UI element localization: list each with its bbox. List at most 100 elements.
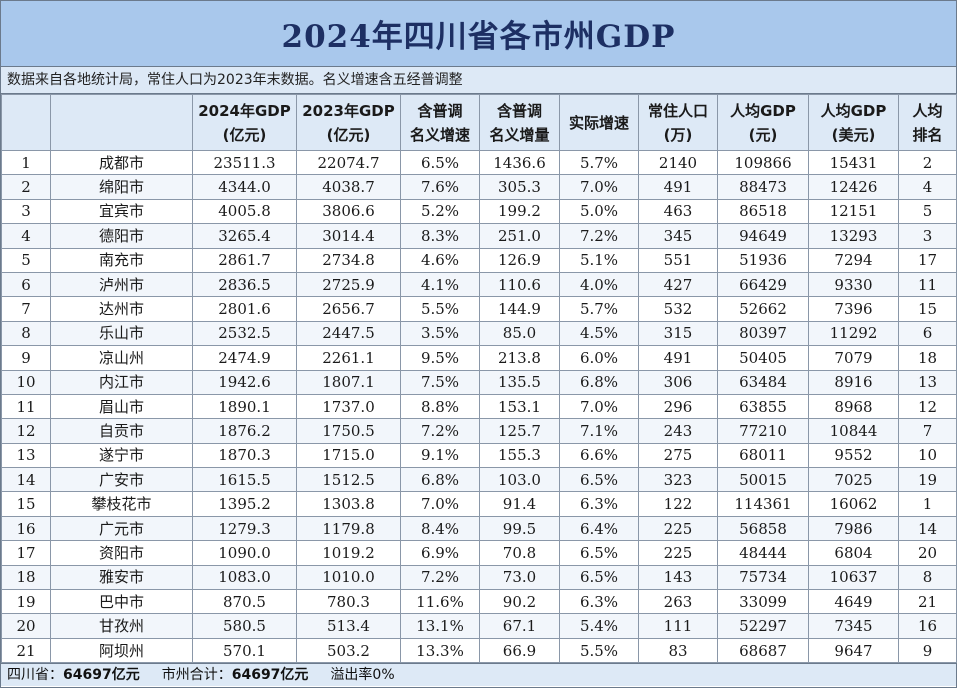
table-cell: 52297 (717, 613, 809, 639)
table-cell: 6.5% (559, 540, 639, 566)
table-cell: 3.5% (400, 320, 480, 347)
table-row: 18 雅安市 1083.0 1010.0 7.2% 73.0 6.5% 143 75734 106… (1, 564, 957, 591)
table-row: 6 泸州市 2836.5 2725.9 4.1% 110.6 4.0% 427 66429 933… (1, 271, 957, 298)
city-name-cell: 宜宾市 (50, 198, 193, 225)
table-cell: 67.1 (479, 613, 560, 639)
table-cell: 1 (1, 149, 51, 176)
source-note: 数据来自各地统计局，常住人口为2023年末数据。名义增速含五经普调整 (1, 67, 956, 94)
table-row: 1 成都市 23511.3 22074.7 6.5% 1436.6 5.7% 2140 1098… (1, 149, 957, 176)
table-cell: 463 (638, 198, 718, 225)
column-header: 人均GDP (元) (717, 94, 809, 151)
column-header-line1: 人均 (912, 101, 943, 120)
table-cell: 1395.2 (192, 491, 297, 517)
table-cell: 68687 (717, 637, 809, 664)
table-cell: 5.5% (559, 637, 639, 664)
table-cell: 1512.5 (296, 467, 401, 493)
table-row: 20 甘孜州 580.5 513.4 13.1% 67.1 5.4% 111 52297 7345… (1, 613, 957, 639)
table-cell: 86518 (717, 198, 809, 225)
table-cell: 52662 (717, 296, 809, 322)
table-cell: 9330 (808, 271, 899, 298)
table-cell: 9552 (808, 442, 899, 469)
table-cell: 6.0% (559, 345, 639, 371)
column-header: 含普调 名义增量 (479, 94, 560, 151)
table-cell: 5.4% (559, 613, 639, 639)
table-cell: 153.1 (479, 393, 560, 420)
table-cell: 199.2 (479, 198, 560, 225)
table-cell: 103.0 (479, 467, 560, 493)
table-cell: 2734.8 (296, 247, 401, 273)
table-row: 2 绵阳市 4344.0 4038.7 7.6% 305.3 7.0% 491 88473 124… (1, 174, 957, 200)
table-cell: 4649 (808, 589, 899, 615)
column-header-line1: 含普调 (417, 101, 463, 120)
table-cell: 114361 (717, 491, 809, 517)
table-cell: 33099 (717, 589, 809, 615)
table-row: 3 宜宾市 4005.8 3806.6 5.2% 199.2 5.0% 463 86518 121… (1, 198, 957, 225)
city-name-cell: 甘孜州 (50, 613, 193, 639)
table-cell: 7 (1, 296, 51, 322)
table-cell: 7.0% (559, 393, 639, 420)
table-cell: 10 (1, 369, 51, 395)
table-cell: 6.3% (559, 589, 639, 615)
table-cell: 91.4 (479, 491, 560, 517)
table-cell: 6.4% (559, 515, 639, 542)
table-cell: 491 (638, 174, 718, 200)
table-cell: 3265.4 (192, 223, 297, 249)
table-cell: 8.4% (400, 515, 480, 542)
table-cell: 9.1% (400, 442, 480, 469)
table-cell: 20 (898, 540, 957, 566)
table-cell: 6 (898, 320, 957, 347)
table-cell: 225 (638, 515, 718, 542)
table-cell: 2532.5 (192, 320, 297, 347)
table-cell: 22074.7 (296, 149, 401, 176)
table-cell: 48444 (717, 540, 809, 566)
table-cell: 5 (898, 198, 957, 225)
table-cell: 1090.0 (192, 540, 297, 566)
table-cell: 251.0 (479, 223, 560, 249)
table-cell: 7.2% (400, 418, 480, 444)
table-row: 5 南充市 2861.7 2734.8 4.6% 126.9 5.1% 551 51936 729… (1, 247, 957, 273)
column-header (1, 94, 51, 151)
table-cell: 8916 (808, 369, 899, 395)
table-cell: 1890.1 (192, 393, 297, 420)
table-cell: 19 (1, 589, 51, 615)
city-name-cell: 达州市 (50, 296, 193, 322)
table-cell: 275 (638, 442, 718, 469)
table-cell: 3014.4 (296, 223, 401, 249)
table-cell: 11 (1, 393, 51, 420)
table-cell: 6.6% (559, 442, 639, 469)
table-cell: 1737.0 (296, 393, 401, 420)
summary-footer: 四川省：64697亿元 市州合计：64697亿元 溢出率0% (1, 663, 956, 687)
table-cell: 17 (898, 247, 957, 273)
table-cell: 4.1% (400, 271, 480, 298)
table-cell: 15 (898, 296, 957, 322)
table-cell: 20 (1, 613, 51, 639)
table-cell: 7.0% (559, 174, 639, 200)
table-cell: 155.3 (479, 442, 560, 469)
city-name-cell: 遂宁市 (50, 442, 193, 469)
table-cell: 243 (638, 418, 718, 444)
table-cell: 1942.6 (192, 369, 297, 395)
table-cell: 11.6% (400, 589, 480, 615)
table-cell: 315 (638, 320, 718, 347)
table-cell: 1876.2 (192, 418, 297, 444)
table-cell: 15 (1, 491, 51, 517)
city-name-cell: 德阳市 (50, 223, 193, 249)
table-cell: 2 (898, 149, 957, 176)
table-cell: 1083.0 (192, 564, 297, 591)
table-cell: 7294 (808, 247, 899, 273)
table-cell: 11292 (808, 320, 899, 347)
column-header-line1: 含普调 (496, 101, 542, 120)
table-cell: 12 (1, 418, 51, 444)
table-cell: 10637 (808, 564, 899, 591)
table-cell: 6.5% (559, 467, 639, 493)
table-cell: 18 (1, 564, 51, 591)
column-header-line1: 2023年GDP (302, 101, 395, 120)
table-cell: 870.5 (192, 589, 297, 615)
city-name-cell: 凉山州 (50, 345, 193, 371)
table-cell: 1019.2 (296, 540, 401, 566)
table-cell: 9.5% (400, 345, 480, 371)
column-header-line2: (亿元) (222, 125, 267, 144)
table-cell: 8968 (808, 393, 899, 420)
table-cell: 225 (638, 540, 718, 566)
